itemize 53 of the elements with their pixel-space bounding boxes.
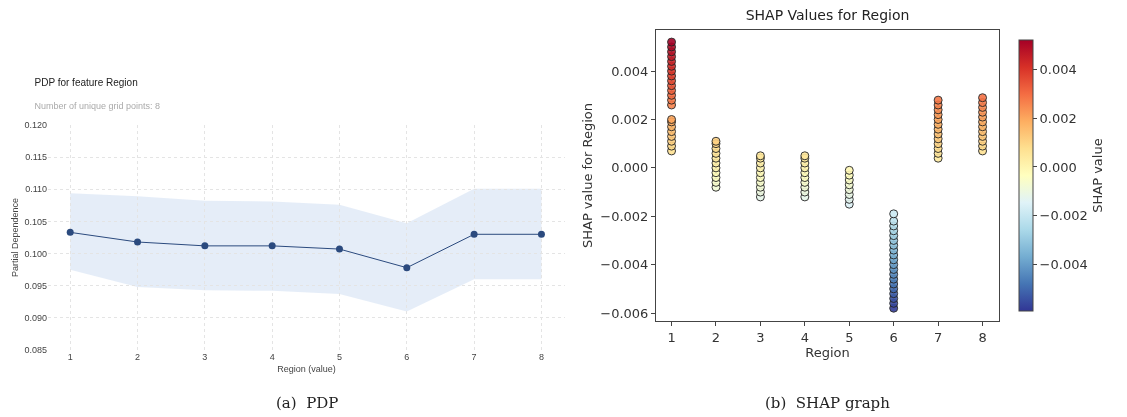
y-axis-title: Partial Dependence [9,197,20,278]
y-tick-label: 0.100 [24,248,47,259]
x-tick-label: 8 [538,352,544,362]
color-bar-label: 0.002 [1039,110,1077,126]
point [134,238,142,246]
point [335,245,343,253]
y-tick-label: 0.004 [611,63,649,79]
point [470,230,478,238]
point [201,242,209,250]
y-tick-label: 0.115 [25,152,47,163]
x-tick-label: 1 [667,329,676,345]
text: (b) SHAP graph [765,394,891,412]
point [537,230,545,238]
y-axis-title: SHAP value for Region [580,102,596,249]
chart-subtitle: Number of unique grid points: 8 [34,100,161,111]
x-tick-label: 3 [202,352,208,362]
color-bar-title: SHAP value [1089,138,1105,213]
x-tick-label: 6 [404,352,410,362]
x-tick-label: 2 [135,352,141,362]
x-tick-label: 3 [756,329,765,345]
y-tick-label: 0.120 [24,120,47,131]
x-tick-label: 5 [336,352,342,362]
point [268,242,276,250]
x-tick-label: 2 [711,329,721,345]
y-tick-label: −0.004 [600,257,649,273]
point [66,228,74,236]
x-tick-label: 1 [67,352,73,362]
x-tick-label: 7 [933,329,943,345]
y-tick-label: 0.095 [24,280,47,291]
y-tick-label: −0.002 [600,208,649,224]
y-tick-label: −0.006 [600,305,649,321]
x-tick-label: 8 [978,329,987,345]
color-bar-label: 0.004 [1039,61,1077,77]
color-bar-label: 0.000 [1039,159,1077,175]
x-axis-title: Region [805,345,850,361]
text: (a) PDP [276,394,339,412]
color-bar-label: −0.002 [1039,208,1088,224]
x-axis-title: Region (value) [277,363,336,374]
y-tick-label: 0.090 [24,313,47,324]
x-tick-label: 6 [889,329,898,345]
y-tick-label: 0.105 [24,216,47,227]
y-tick-label: 0.000 [611,160,649,176]
color-bar-label: −0.004 [1039,257,1088,273]
y-tick-label: 0.002 [611,112,649,128]
y-tick-label: 0.085 [24,345,47,356]
x-tick-label: 4 [269,352,275,362]
x-tick-label: 4 [800,329,809,345]
x-tick-label: 7 [471,352,477,362]
chart-title: SHAP Values for Region [745,7,910,24]
chart-title: PDP for feature Region [34,77,138,89]
point [403,264,411,272]
x-tick-label: 5 [845,329,854,345]
y-tick-label: 0.110 [25,184,47,195]
